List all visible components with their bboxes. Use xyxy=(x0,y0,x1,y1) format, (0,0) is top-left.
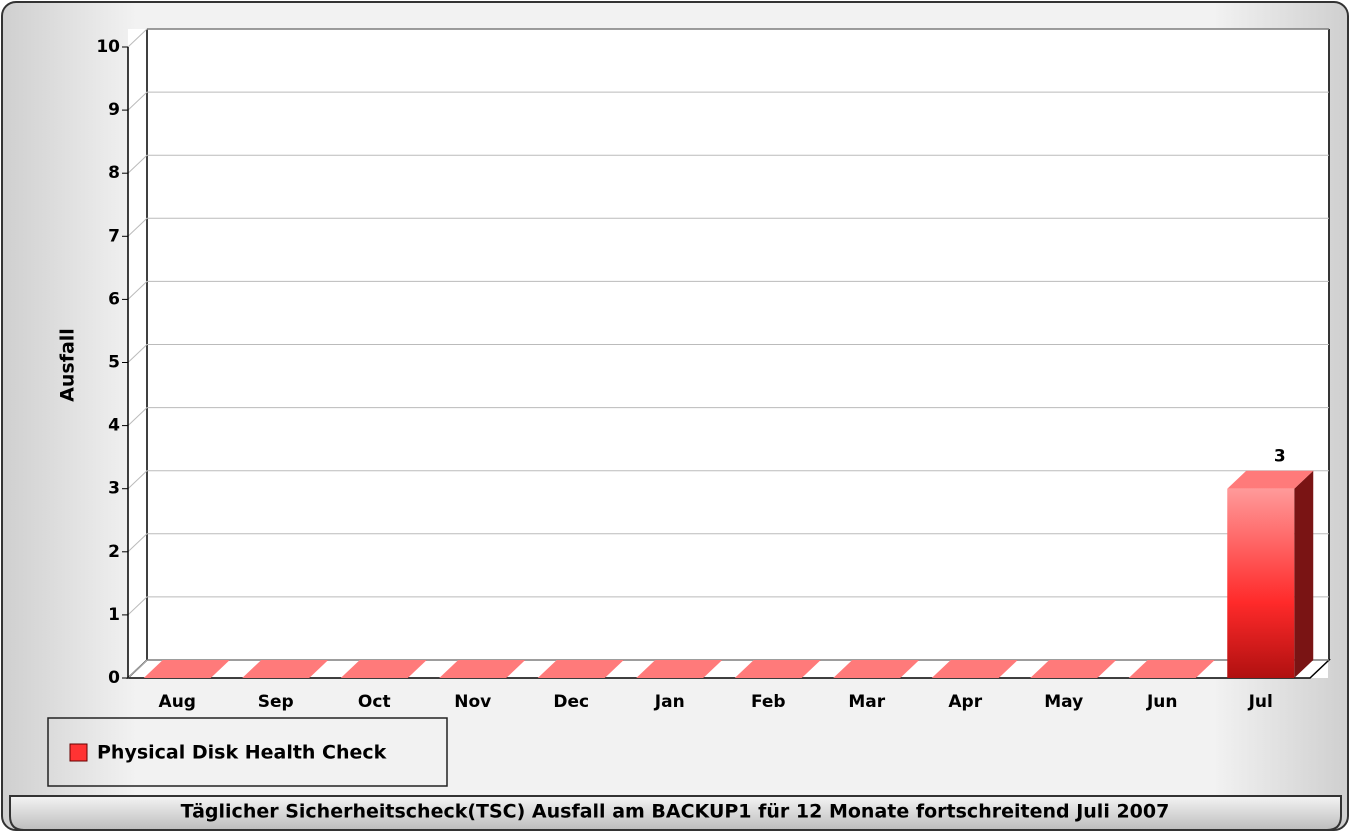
y-axis-title: Ausfall xyxy=(57,328,79,402)
y-tick-label: 7 xyxy=(108,226,120,246)
x-tick-label: Jul xyxy=(1248,692,1273,712)
y-tick-label: 0 xyxy=(108,668,120,688)
grid-line xyxy=(127,533,1329,553)
grid-line xyxy=(127,280,1329,300)
y-tick-label: 3 xyxy=(108,479,120,499)
x-tick-label: Mar xyxy=(848,692,885,712)
y-tick-label: 6 xyxy=(108,289,120,309)
grid-line xyxy=(127,470,1329,490)
bar-top xyxy=(340,660,427,678)
bar-side xyxy=(1294,470,1314,678)
grid-line xyxy=(127,217,1329,237)
bar-top xyxy=(143,660,230,678)
grid-line xyxy=(127,91,1329,111)
y-tick-label: 8 xyxy=(108,163,120,183)
grid-line xyxy=(127,596,1329,616)
y-tick-label: 10 xyxy=(96,37,120,57)
x-tick-label: Aug xyxy=(159,692,196,712)
bar-top xyxy=(1030,660,1117,678)
bar-top xyxy=(833,660,920,678)
x-tick-label: Jan xyxy=(654,692,685,712)
x-tick-label: Nov xyxy=(454,692,491,712)
bar-top xyxy=(537,660,624,678)
data-label: 3 xyxy=(1274,447,1286,467)
x-tick-label: Dec xyxy=(553,692,589,712)
grid-line xyxy=(127,154,1329,174)
y-tick-label: 2 xyxy=(108,542,120,562)
bar-top xyxy=(1128,660,1215,678)
grid-line xyxy=(127,28,1329,48)
bar-top xyxy=(1227,470,1314,489)
x-tick-label: Sep xyxy=(258,692,294,712)
bar-top xyxy=(636,660,723,678)
x-tick-label: Jun xyxy=(1146,692,1178,712)
legend-box xyxy=(47,717,448,787)
legend-swatch xyxy=(69,743,88,762)
y-tick-label: 1 xyxy=(108,605,120,625)
chart-title: Täglicher Sicherheitscheck(TSC) Ausfall … xyxy=(181,801,1170,823)
bar-top xyxy=(734,660,821,678)
y-tick-label: 9 xyxy=(108,100,120,120)
title-bar xyxy=(9,795,1342,831)
x-tick-label: Apr xyxy=(948,692,982,712)
x-tick-label: Oct xyxy=(358,692,391,712)
x-tick-label: May xyxy=(1044,692,1083,712)
bar-top xyxy=(439,660,526,678)
x-tick-label: Feb xyxy=(751,692,786,712)
bar-top xyxy=(242,660,329,678)
plot-background xyxy=(128,29,1328,678)
bar-top xyxy=(931,660,1018,678)
y-tick-label: 5 xyxy=(108,353,120,373)
legend-label: Physical Disk Health Check xyxy=(97,742,387,764)
y-tick-label: 4 xyxy=(108,416,120,436)
grid-line xyxy=(127,344,1329,363)
grid-line xyxy=(127,407,1329,426)
grid-line xyxy=(127,659,1329,679)
bar xyxy=(1227,488,1295,678)
